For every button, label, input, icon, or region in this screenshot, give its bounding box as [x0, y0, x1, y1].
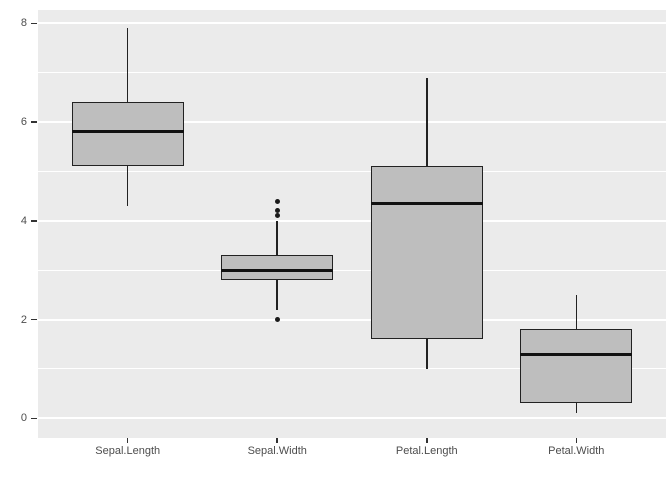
iqr-box [520, 329, 633, 404]
gridline-minor [38, 269, 666, 271]
lower-whisker [426, 339, 428, 369]
gridline-major [38, 318, 666, 321]
y-tick-mark [31, 121, 37, 123]
upper-whisker [126, 28, 129, 103]
y-tick-mark [31, 417, 37, 419]
gridline-major [38, 22, 666, 25]
y-tick-label: 6 [20, 116, 27, 129]
gridline-minor [38, 72, 666, 74]
iqr-box [71, 102, 184, 167]
iqr-box [370, 166, 483, 340]
outlier-point [274, 317, 280, 323]
x-tick-mark [575, 438, 578, 443]
upper-whisker [575, 294, 578, 330]
x-tick-label: Sepal.Length [95, 445, 161, 457]
gridline-major [38, 417, 666, 420]
upper-whisker [426, 77, 428, 167]
outlier-point [274, 208, 280, 214]
outlier-point [274, 198, 280, 204]
lower-whisker [126, 166, 129, 206]
median-line [221, 268, 334, 272]
y-tick-mark [31, 318, 37, 321]
median-line [370, 202, 483, 205]
x-tick-label: Petal.Width [548, 445, 605, 457]
upper-whisker [276, 220, 278, 256]
gridline-minor [38, 170, 666, 172]
lower-whisker [276, 280, 278, 310]
iqr-box [221, 255, 334, 281]
gridline-minor [38, 368, 666, 370]
plot-panel [38, 10, 666, 438]
x-tick-label: Sepal.Width [247, 445, 307, 457]
x-tick-mark [276, 438, 278, 443]
gridline-major [38, 219, 666, 222]
y-tick-mark [31, 22, 37, 25]
outlier-point [274, 213, 280, 219]
x-tick-mark [426, 438, 428, 443]
median-line [520, 352, 633, 356]
y-tick-label: 4 [20, 214, 27, 227]
median-line [71, 130, 184, 134]
y-tick-label: 2 [20, 313, 27, 326]
lower-whisker [575, 403, 578, 414]
x-tick-mark [126, 438, 129, 443]
y-tick-mark [31, 220, 37, 222]
gridline-major [38, 121, 666, 124]
x-tick-label: Petal.Length [395, 445, 458, 457]
y-tick-label: 0 [20, 412, 27, 425]
y-tick-label: 8 [20, 17, 27, 30]
